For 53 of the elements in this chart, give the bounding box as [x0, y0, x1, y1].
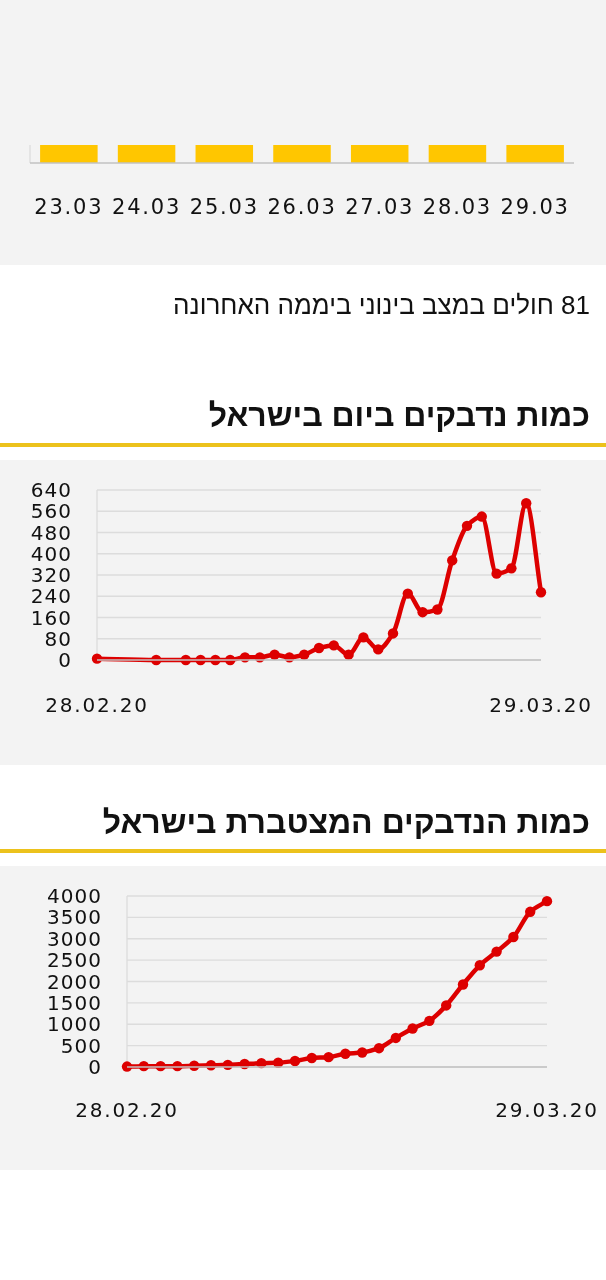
- point: [506, 563, 517, 574]
- point: [541, 895, 553, 907]
- point: [328, 640, 339, 651]
- x-tick-label: 24.03: [112, 195, 182, 219]
- point: [357, 1047, 368, 1058]
- point: [525, 906, 536, 918]
- y-tick-label: 0: [88, 1055, 102, 1079]
- y-tick-label: 640: [30, 478, 72, 502]
- x-tick-label: 28.03: [422, 195, 492, 219]
- point: [474, 960, 485, 971]
- point: [358, 632, 369, 643]
- point: [299, 649, 310, 660]
- point: [461, 520, 473, 532]
- y-tick-label: 0: [58, 648, 72, 672]
- x-tick-label: 29.03: [500, 195, 570, 219]
- x-tick-label: 26.03: [267, 195, 337, 219]
- point: [508, 931, 519, 943]
- point: [340, 1048, 351, 1059]
- x-tick-label: 29.03.20: [489, 693, 593, 717]
- point: [457, 979, 469, 990]
- x-tick-label: 28.02.20: [75, 1098, 179, 1122]
- point: [373, 1042, 385, 1054]
- point: [387, 628, 399, 639]
- point: [390, 1032, 401, 1044]
- point: [447, 555, 458, 566]
- point: [289, 1055, 301, 1067]
- point: [491, 946, 502, 957]
- point: [306, 1052, 317, 1064]
- point: [491, 568, 502, 579]
- point: [323, 1051, 334, 1063]
- point: [521, 498, 532, 509]
- y-tick-label: 320: [30, 563, 72, 587]
- point: [313, 642, 325, 654]
- chart-title: כמות נדבקים ביום בישראל: [208, 397, 590, 433]
- x-tick-label: 28.02.20: [45, 693, 149, 717]
- point: [417, 606, 428, 618]
- point: [269, 649, 280, 660]
- point: [424, 1015, 435, 1027]
- x-tick-label: 27.03: [345, 195, 415, 219]
- point: [476, 511, 487, 522]
- x-tick-label: 25.03: [189, 195, 259, 219]
- point: [343, 649, 354, 660]
- x-tick-label: 23.03: [34, 195, 104, 219]
- point: [432, 604, 443, 615]
- point: [535, 587, 547, 598]
- point: [441, 1000, 452, 1011]
- text: 81 חולים במצב בינוני ביממה האחרונה: [173, 290, 590, 320]
- y-tick-label: 4000: [47, 884, 102, 908]
- point: [402, 588, 413, 599]
- point: [373, 644, 384, 655]
- x-tick-label: 29.03.20: [495, 1098, 599, 1122]
- point: [407, 1023, 418, 1034]
- chart-title: כמות הנדבקים המצטברת בישראל: [102, 804, 590, 840]
